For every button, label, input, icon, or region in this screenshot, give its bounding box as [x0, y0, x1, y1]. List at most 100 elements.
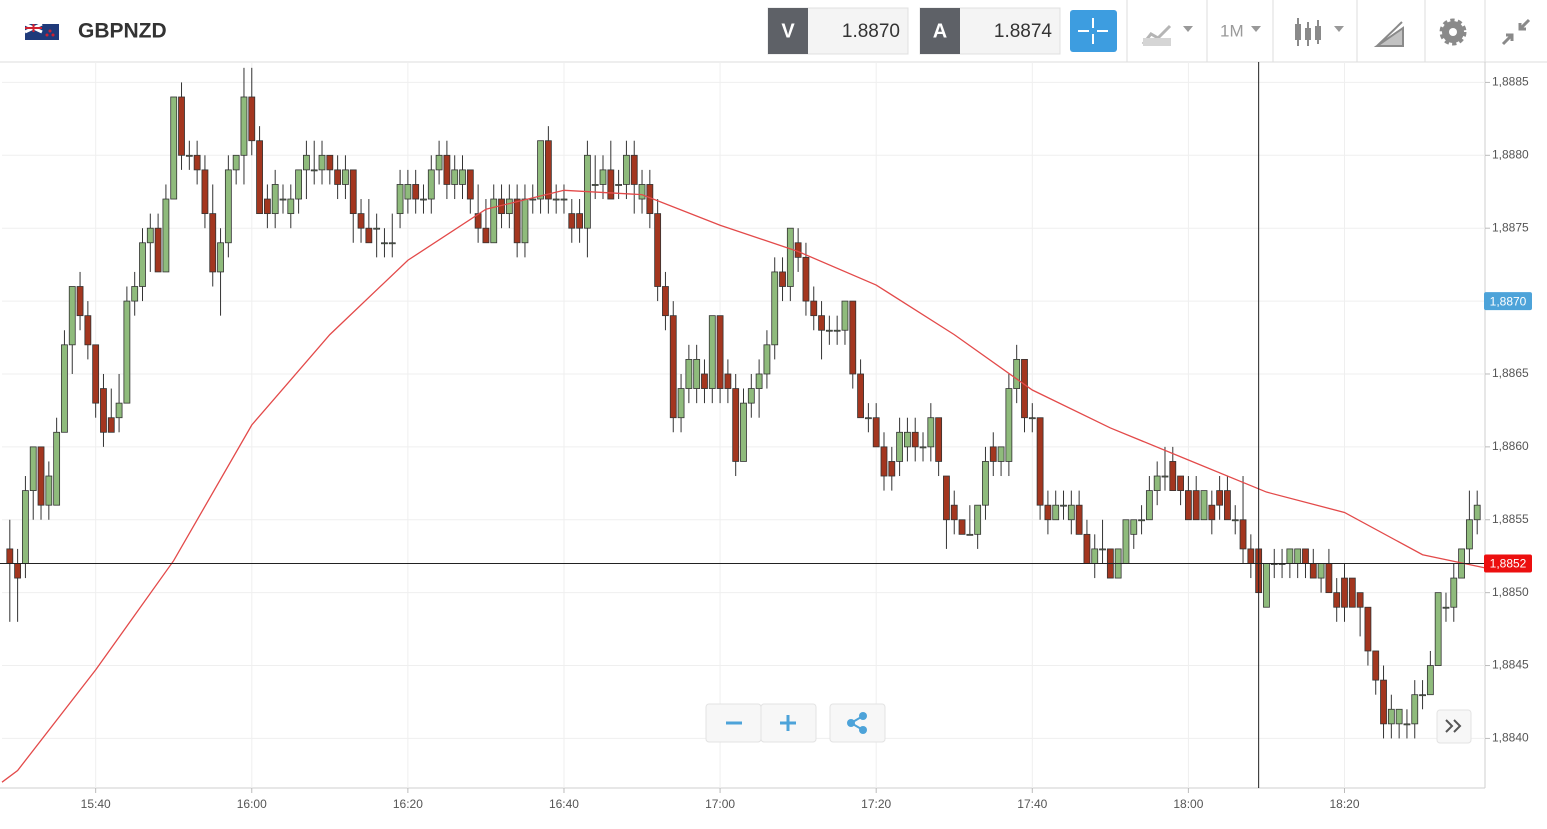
crosshair-button[interactable] [1070, 10, 1117, 52]
candle-body [381, 242, 388, 245]
candle-body [833, 329, 841, 332]
candle-body [279, 198, 287, 201]
candle-body [1403, 723, 1411, 726]
candle-body [677, 388, 685, 419]
candle-body [373, 227, 381, 230]
candle-body [857, 373, 864, 419]
candle-body [1083, 533, 1091, 564]
candle-body [107, 417, 115, 433]
candle-body [1286, 548, 1294, 564]
collapse-button[interactable] [1501, 18, 1531, 46]
candle-body [654, 213, 662, 287]
y-tick-label: 1,8845 [1492, 658, 1529, 672]
candle-body [420, 198, 427, 201]
moving-average-line [1, 189, 1486, 783]
candle-body [513, 198, 521, 244]
timeframe: 1M [1220, 21, 1244, 40]
zoom-in-button[interactable] [760, 703, 817, 743]
candle-body [123, 300, 131, 404]
x-tick-label: 17:40 [1017, 797, 1047, 811]
candle-body [1325, 563, 1333, 594]
candle-body [552, 198, 560, 201]
candle-body [888, 461, 896, 477]
candle-body [1130, 519, 1138, 535]
candle-body [240, 96, 248, 156]
candle-body [1372, 650, 1380, 681]
candle-body [1036, 417, 1044, 506]
candle-body [185, 154, 193, 157]
candle-body [802, 256, 810, 302]
candle-body [263, 198, 271, 215]
candle-body [1434, 592, 1442, 666]
candle-body [154, 227, 162, 273]
candle-body [779, 271, 786, 287]
sell-button[interactable]: V 1.8870 [767, 7, 909, 55]
settings-button[interactable] [1439, 18, 1467, 46]
candle-body [911, 431, 919, 448]
candle-style-button[interactable] [1295, 18, 1344, 46]
buy-button[interactable]: A 1.8874 [919, 7, 1061, 55]
x-tick-label: 17:00 [705, 797, 735, 811]
candle-body [974, 504, 982, 535]
candle-body [1028, 417, 1036, 420]
y-tick-label: 1,8885 [1492, 75, 1529, 89]
scroll-end-button[interactable] [1436, 709, 1472, 744]
candle-body [1021, 358, 1028, 419]
candle-body [935, 417, 943, 462]
candle-body [1317, 563, 1325, 579]
candle-body [1013, 358, 1021, 389]
candle-body [997, 446, 1005, 462]
candle-body [607, 169, 615, 200]
candle-body [131, 286, 139, 302]
candle-body [209, 213, 217, 273]
candle-body [1411, 694, 1419, 725]
candle-body [84, 315, 92, 346]
buy-label: A [933, 20, 947, 42]
candle-body [443, 154, 451, 185]
candle-body [29, 446, 37, 492]
timeframe-button[interactable]: 1M [1220, 21, 1261, 40]
overlay: 1,8870 1,8852 [0, 62, 1532, 788]
candle-body [849, 300, 857, 375]
candle-body [623, 154, 630, 185]
candle-body [864, 417, 872, 420]
candle-body [1075, 504, 1083, 535]
zoom-out-button[interactable] [705, 703, 762, 743]
candle-body [451, 169, 459, 185]
candle-body [662, 286, 669, 317]
candle-body [303, 154, 310, 171]
plot-area [1, 67, 1486, 783]
candle-body [201, 169, 209, 215]
y-tick-label: 1,8880 [1492, 147, 1529, 161]
candle-body [295, 169, 303, 200]
x-tick-label: 15:40 [81, 797, 111, 811]
candle-body [591, 184, 599, 186]
candle-body [716, 315, 724, 389]
candle-body [638, 184, 646, 200]
price-marker [1484, 292, 1532, 311]
candle-body [1380, 679, 1387, 725]
y-tick-label: 1,8875 [1492, 220, 1529, 234]
candle-body [1348, 577, 1356, 608]
drawing-tools-button[interactable] [1373, 21, 1404, 47]
candle-body [14, 563, 22, 579]
chart-type-button[interactable] [1141, 24, 1193, 46]
candle-body [287, 198, 295, 215]
candle-body [927, 417, 935, 448]
share-button[interactable] [829, 703, 886, 743]
x-tick-label: 17:20 [861, 797, 891, 811]
candle-body [1419, 694, 1426, 697]
candle-body [1395, 708, 1403, 725]
candle-body [560, 198, 568, 201]
candle-body [1177, 475, 1184, 492]
candle-body [576, 213, 583, 229]
candle-body [92, 344, 100, 404]
candle-body [755, 373, 763, 389]
candle-body [482, 227, 490, 244]
candle-body [37, 446, 45, 506]
flag-icon [24, 22, 59, 40]
candle-body [224, 169, 232, 244]
candle-body [334, 169, 342, 185]
candle-body [872, 417, 880, 448]
x-tick-label: 16:40 [549, 797, 579, 811]
